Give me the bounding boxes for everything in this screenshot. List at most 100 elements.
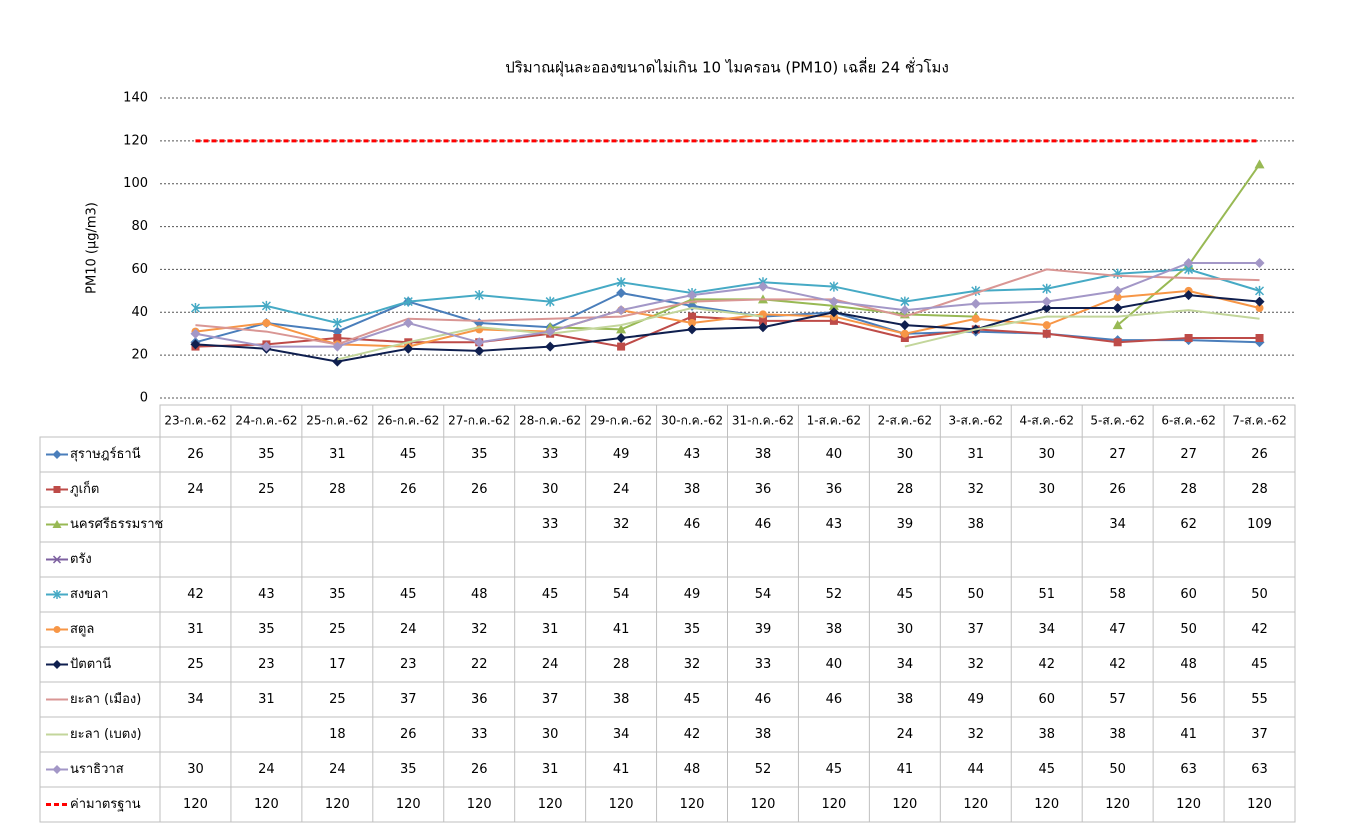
marker <box>403 296 413 307</box>
table-value: 35 <box>258 447 275 462</box>
table-value: 51 <box>1038 587 1055 602</box>
table-value: 25 <box>187 657 204 672</box>
table-value: 50 <box>1109 762 1126 777</box>
table-value: 31 <box>258 692 275 707</box>
table-value: 47 <box>1109 622 1126 637</box>
marker <box>332 318 342 328</box>
table-value: 52 <box>755 762 772 777</box>
marker <box>190 328 201 339</box>
table-value: 41 <box>897 762 914 777</box>
marker <box>52 660 62 669</box>
table-value: 40 <box>826 657 843 672</box>
table-value: 50 <box>968 587 985 602</box>
table-value: 60 <box>1038 692 1055 707</box>
table-value: 24 <box>897 727 914 742</box>
x-tick-label: 4-ส.ค.-62 <box>1019 414 1074 428</box>
table-value: 38 <box>613 692 630 707</box>
table-value: 36 <box>826 482 843 497</box>
table-value: 120 <box>751 797 776 812</box>
table-value: 30 <box>897 447 914 462</box>
table-value: 24 <box>329 762 346 777</box>
table-value: 24 <box>187 482 204 497</box>
marker <box>190 303 200 313</box>
legend-label: นครศรีธรรมราช <box>70 516 164 532</box>
marker <box>899 320 910 331</box>
marker <box>52 520 62 528</box>
table-value: 120 <box>1247 797 1272 812</box>
table-value: 39 <box>755 622 772 637</box>
table-value: 38 <box>826 622 843 637</box>
table-value: 28 <box>1251 482 1268 497</box>
x-tick-label: 28-ก.ค.-62 <box>519 414 581 428</box>
table-value: 32 <box>684 657 701 672</box>
table-value: 24 <box>542 657 559 672</box>
marker <box>757 322 768 333</box>
marker <box>52 590 62 599</box>
table-value: 49 <box>968 692 985 707</box>
table-value: 38 <box>684 482 701 497</box>
marker <box>1112 285 1123 296</box>
legend-label: นราธิวาส <box>70 762 124 777</box>
x-tick-label: 30-ก.ค.-62 <box>661 414 723 428</box>
table-value: 42 <box>1038 657 1055 672</box>
legend-label: สุราษฎร์ธานี <box>70 446 141 462</box>
marker <box>829 281 839 292</box>
table-value: 54 <box>755 587 772 602</box>
marker <box>1112 303 1123 313</box>
marker <box>1183 290 1194 301</box>
table-value: 36 <box>471 692 488 707</box>
legend-label: สงขลา <box>70 587 108 602</box>
table-value: 42 <box>187 587 204 602</box>
legend-label: ค่ามาตรฐาน <box>70 797 141 812</box>
legend-label: ปัตตานี <box>70 656 111 672</box>
table-value: 26 <box>471 482 488 497</box>
table-value: 32 <box>613 517 630 532</box>
table-value: 48 <box>1180 657 1197 672</box>
table-value: 120 <box>183 797 208 812</box>
table-value: 33 <box>471 727 488 742</box>
table-value: 31 <box>968 447 985 462</box>
marker <box>1254 296 1265 307</box>
table-value: 38 <box>1038 727 1055 742</box>
marker <box>1042 321 1051 330</box>
x-tick-label: 25-ก.ค.-62 <box>306 414 368 428</box>
table-value: 32 <box>968 657 985 672</box>
table-value: 41 <box>1180 727 1197 742</box>
marker <box>1254 159 1265 169</box>
table-value: 43 <box>684 447 701 462</box>
marker <box>616 288 627 298</box>
marker <box>1041 296 1052 307</box>
legend-label: ยะลา (เบตง) <box>70 727 142 742</box>
table-value: 18 <box>329 727 346 742</box>
marker <box>1255 334 1264 342</box>
x-tick-label: 6-ส.ค.-62 <box>1161 414 1216 428</box>
table-value: 38 <box>1109 727 1126 742</box>
marker <box>52 765 62 774</box>
table-value: 23 <box>258 657 275 672</box>
y-tick-label: 140 <box>123 91 148 106</box>
marker <box>617 342 626 351</box>
table-row-border <box>39 471 1296 508</box>
marker <box>1254 285 1265 296</box>
table-value: 28 <box>1180 482 1197 497</box>
table-value: 37 <box>400 692 417 707</box>
table-value: 50 <box>1251 587 1268 602</box>
series-line <box>195 262 1260 348</box>
table-value: 54 <box>613 587 630 602</box>
table-value: 36 <box>755 482 772 497</box>
x-tick-label: 29-ก.ค.-62 <box>590 414 652 428</box>
table-value: 42 <box>684 727 701 742</box>
table-value: 60 <box>1180 587 1197 602</box>
table-value: 35 <box>400 762 417 777</box>
chart-title: ปริมาณฝุ่นละอองขนาดไม่เกิน 10 ไมครอน (PM… <box>505 57 949 78</box>
legend-label: ยะลา (เมือง) <box>70 691 141 707</box>
table-value: 46 <box>755 692 772 707</box>
table-value: 33 <box>542 517 559 532</box>
table-row-border <box>39 716 1296 753</box>
series-line <box>195 289 1260 348</box>
table-value: 43 <box>258 587 275 602</box>
marker <box>333 334 342 342</box>
y-tick-label: 100 <box>123 176 148 191</box>
marker <box>1113 338 1122 347</box>
table-value: 31 <box>187 622 204 637</box>
